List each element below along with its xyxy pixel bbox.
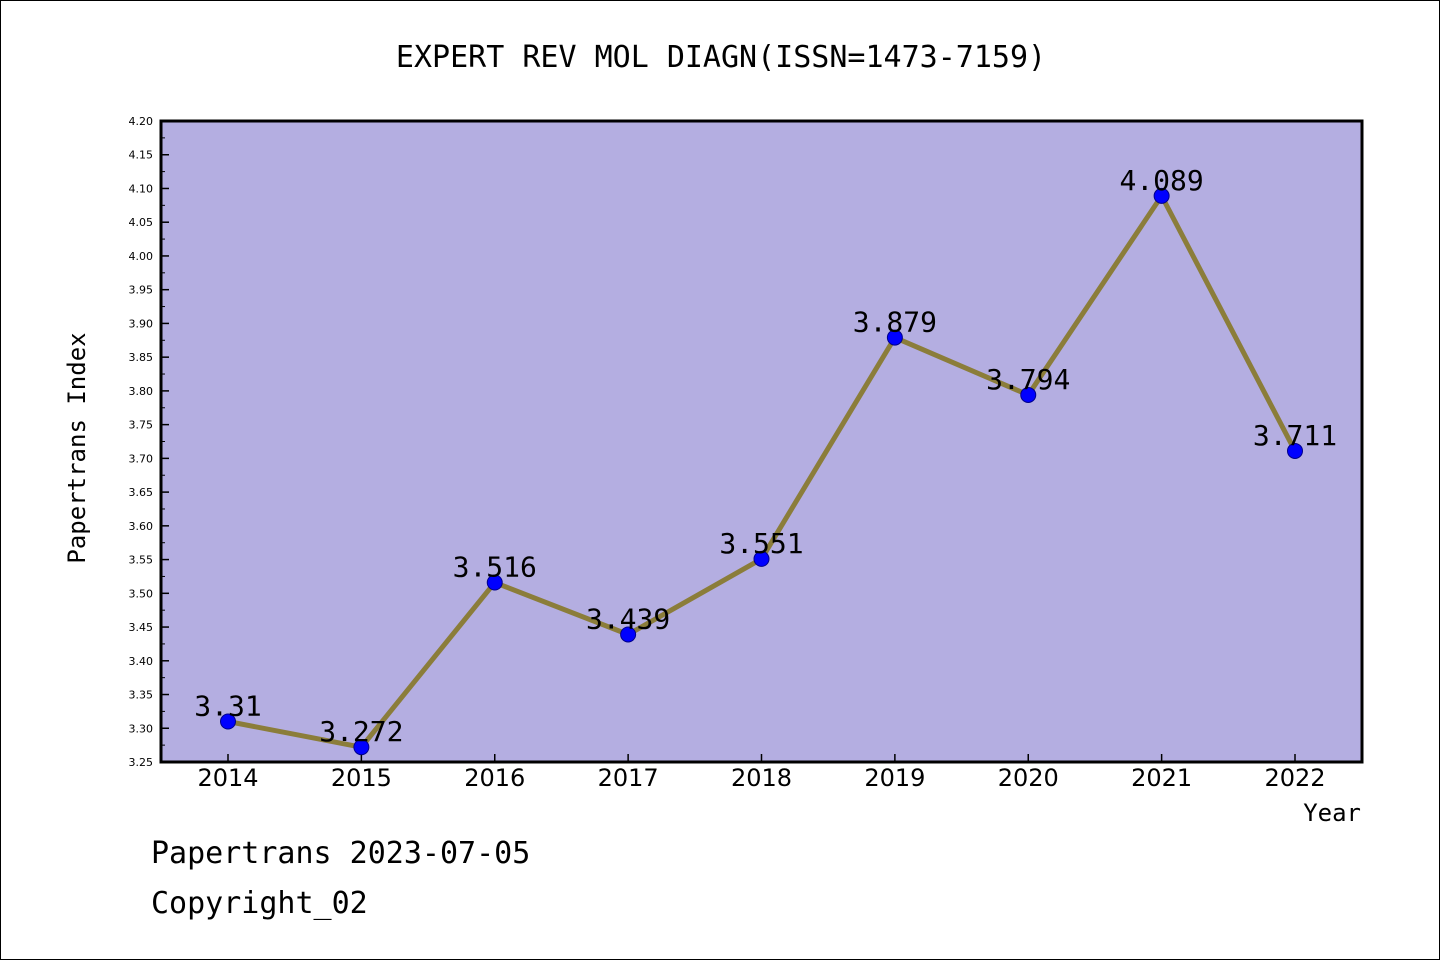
x-axis-label: Year xyxy=(1303,799,1361,827)
x-axis: 2014 2015 2016 2017 2018 2019 2020 2021 2022 xyxy=(197,754,1326,792)
y-tick-label: 3.60 xyxy=(129,520,154,533)
y-tick-label: 4.15 xyxy=(129,149,154,162)
y-tick-label: 3.30 xyxy=(129,722,154,735)
x-tick-label: 2018 xyxy=(731,764,792,792)
data-point xyxy=(1287,442,1303,459)
data-point xyxy=(1020,386,1037,403)
data-label: 3.516 xyxy=(453,551,537,584)
x-tick-label: 2016 xyxy=(464,764,525,792)
data-point xyxy=(1153,187,1170,204)
data-point xyxy=(753,550,770,567)
data-point xyxy=(220,713,236,730)
data-label: 3.439 xyxy=(586,602,670,635)
y-tick-label: 3.65 xyxy=(129,486,154,499)
chart-title: EXPERT REV MOL DIAGN(ISSN=1473-7159) xyxy=(396,40,1046,75)
plot-area xyxy=(159,119,1364,764)
y-tick-label: 3.95 xyxy=(129,284,154,297)
data-points xyxy=(220,187,1303,756)
y-tick-label: 4.10 xyxy=(129,182,154,195)
x-tick-label: 2020 xyxy=(998,764,1059,792)
y-tick-label: 4.20 xyxy=(129,115,154,128)
data-point xyxy=(486,574,503,591)
y-tick-label: 3.85 xyxy=(129,351,154,364)
y-tick-label: 3.45 xyxy=(129,621,154,634)
y-tick-label: 3.70 xyxy=(129,452,154,465)
y-tick-label: 3.50 xyxy=(129,587,154,600)
x-tick-label: 2022 xyxy=(1264,764,1325,792)
x-tick-label: 2021 xyxy=(1131,764,1192,792)
data-label: 4.089 xyxy=(1119,164,1203,197)
x-tick-label: 2015 xyxy=(331,764,392,792)
data-label: 3.272 xyxy=(319,715,403,748)
x-tick-label: 2019 xyxy=(864,764,925,792)
y-tick-label: 3.25 xyxy=(129,756,154,769)
y-axis-label: Papertrans Index xyxy=(63,332,91,563)
data-label: 3.794 xyxy=(986,363,1070,396)
y-tick-label: 4.05 xyxy=(129,216,154,229)
y-tick-label: 3.75 xyxy=(129,419,154,432)
y-axis: 3.25 3.30 3.35 3.40 3.45 3.50 3.55 3.60 3.65 3.70… xyxy=(129,115,169,769)
data-label: 3.711 xyxy=(1253,419,1337,452)
x-tick-label: 2014 xyxy=(197,764,258,792)
data-point xyxy=(353,739,370,756)
y-tick-label: 3.40 xyxy=(129,655,154,668)
data-point xyxy=(620,626,637,643)
data-label: 3.879 xyxy=(853,306,937,339)
data-label: 3.31 xyxy=(194,690,261,723)
y-tick-label: 3.35 xyxy=(129,689,154,702)
y-tick-label: 3.90 xyxy=(129,317,154,330)
footer-date-text: Papertrans 2023-07-05 xyxy=(151,836,531,871)
y-tick-label: 3.55 xyxy=(129,554,154,567)
x-tick-label: 2017 xyxy=(598,764,659,792)
y-tick-label: 4.00 xyxy=(129,250,154,263)
y-tick-label: 3.80 xyxy=(129,385,154,398)
footer-copyright-text: Copyright_02 xyxy=(151,886,368,921)
data-point xyxy=(886,329,903,346)
data-label: 3.551 xyxy=(719,527,803,560)
data-labels: 3.31 3.272 3.516 3.439 3.551 3.879 3.794 4.089 3… xyxy=(194,164,1337,748)
